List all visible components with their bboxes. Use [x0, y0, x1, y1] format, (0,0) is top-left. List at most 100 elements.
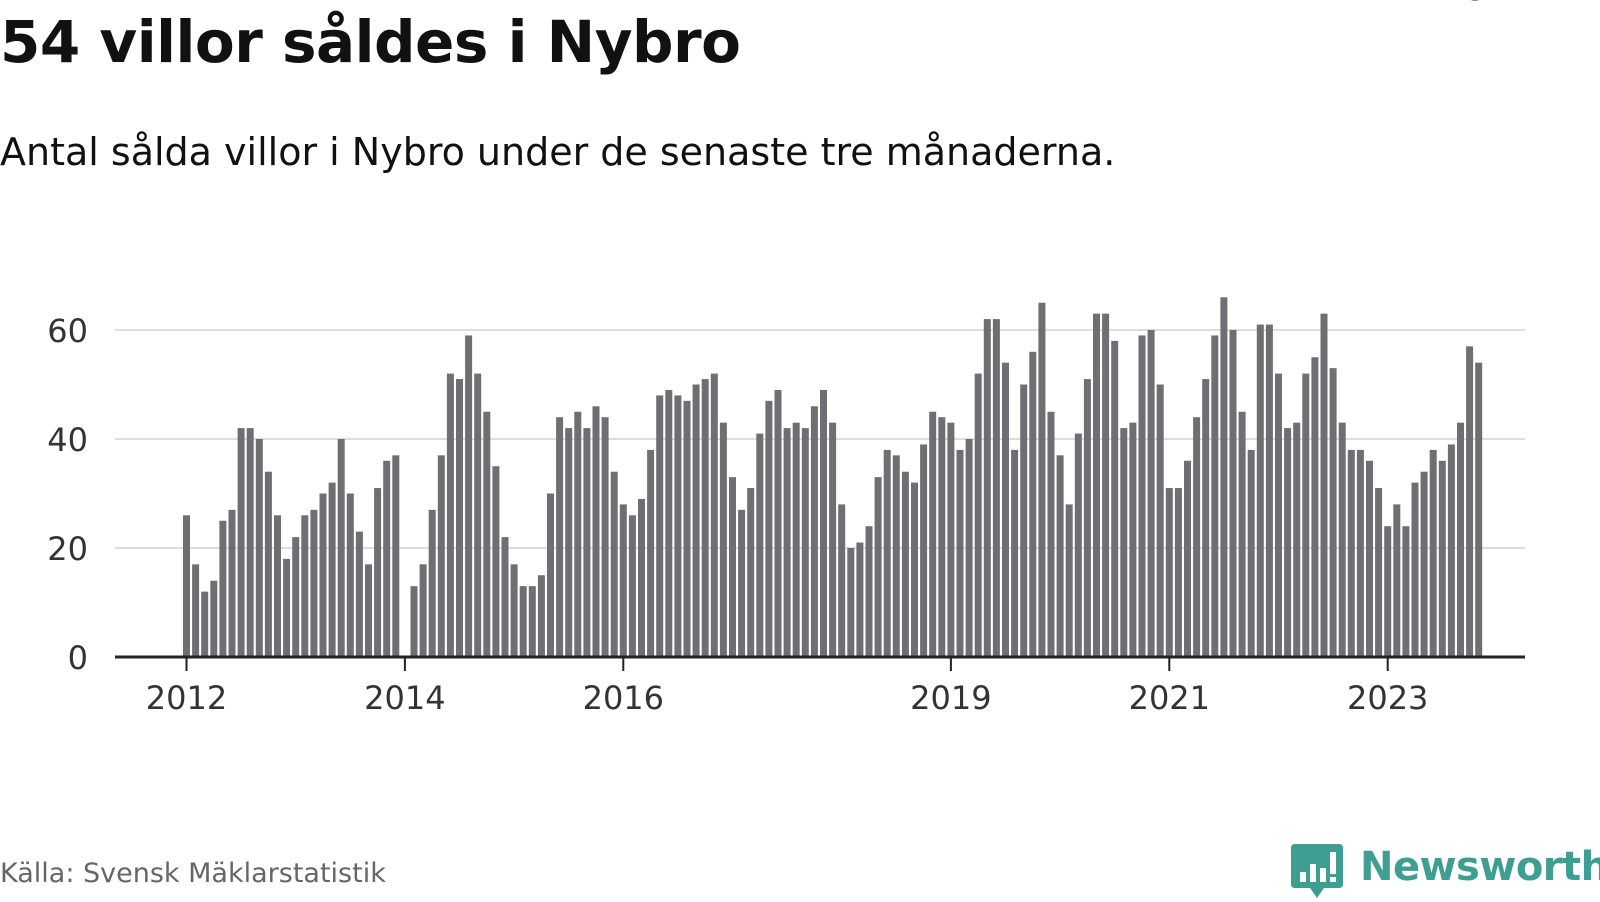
bar — [1184, 460, 1191, 657]
bar — [1065, 504, 1073, 657]
bar — [1020, 384, 1028, 657]
bar — [565, 428, 573, 657]
bar — [592, 406, 600, 657]
bar — [283, 558, 291, 657]
bar — [765, 400, 773, 657]
y-tick-label: 40 — [47, 421, 88, 459]
x-tick-label: 2012 — [146, 679, 227, 717]
newsworthy-bar-chart-icon — [1291, 844, 1343, 898]
bar — [874, 477, 882, 657]
bar — [983, 319, 991, 657]
chart-title: 54 villor såldes i Nybro — [0, 8, 741, 76]
axes: 0 20 40 60 2012 2014 2016 2019 2021 2023 — [47, 312, 1525, 717]
bar — [619, 504, 627, 657]
bar — [783, 428, 791, 657]
bar — [992, 319, 1000, 657]
bar — [738, 509, 746, 657]
bar — [1466, 346, 1474, 657]
bar — [337, 439, 345, 657]
bar — [683, 400, 691, 657]
bar — [965, 439, 973, 657]
bar — [792, 422, 800, 657]
brand-name: Newsworthy — [1360, 844, 1600, 890]
bar — [774, 389, 782, 657]
bar — [947, 422, 955, 657]
bar — [465, 335, 473, 657]
bar — [1165, 488, 1173, 657]
bar — [365, 564, 372, 657]
bar — [1111, 340, 1119, 657]
bar — [938, 417, 946, 657]
bar — [719, 422, 727, 657]
bar — [310, 509, 318, 657]
bars — [183, 297, 1483, 657]
bar — [820, 389, 827, 657]
bar — [374, 488, 382, 657]
bar — [920, 444, 928, 657]
bar — [856, 542, 864, 657]
bar — [1402, 526, 1410, 657]
bar — [1411, 482, 1419, 657]
bar — [674, 395, 682, 657]
bar — [274, 515, 281, 657]
y-tick-label: 60 — [47, 312, 88, 350]
bar — [1156, 384, 1164, 657]
bar — [1265, 324, 1273, 657]
bar — [665, 389, 673, 657]
bar — [537, 575, 545, 657]
bar — [1311, 357, 1319, 657]
bar — [346, 493, 354, 657]
bar — [810, 406, 818, 657]
bar — [638, 498, 645, 657]
bar — [1238, 411, 1246, 657]
bar — [1129, 422, 1137, 657]
bar — [1256, 324, 1264, 657]
bar — [328, 482, 336, 657]
bar — [1302, 373, 1310, 657]
bar — [1120, 428, 1128, 657]
bar — [1347, 449, 1355, 657]
y-tick-label: 0 — [68, 639, 88, 677]
bar — [911, 482, 918, 657]
bar — [1329, 368, 1337, 657]
bar — [838, 504, 846, 657]
bar — [974, 373, 982, 657]
chart-subtitle: Antal sålda villor i Nybro under de sena… — [0, 130, 1116, 174]
bar — [219, 520, 227, 657]
bar-chart: 0 20 40 60 2012 2014 2016 2019 2021 2023 54 — [47, 0, 1525, 717]
bar — [528, 586, 536, 657]
bar — [210, 580, 218, 657]
bar — [1438, 460, 1446, 657]
bar — [519, 586, 527, 657]
bar — [1420, 471, 1428, 657]
bar — [610, 471, 618, 657]
bar — [701, 379, 709, 657]
bar — [1293, 422, 1301, 657]
bar — [1002, 362, 1009, 657]
bar — [601, 417, 609, 657]
x-tick-label: 2014 — [364, 679, 445, 717]
bar — [1083, 379, 1091, 657]
bar — [1475, 362, 1483, 657]
bar — [437, 455, 445, 657]
bar — [747, 488, 755, 657]
bar — [628, 515, 636, 657]
bar — [1457, 422, 1464, 657]
bar — [1247, 449, 1255, 657]
bar — [847, 548, 855, 657]
bar — [201, 591, 209, 657]
bar — [556, 417, 564, 657]
bar — [1202, 379, 1210, 657]
bar — [956, 449, 964, 657]
bar — [1447, 444, 1455, 657]
bar — [1211, 335, 1219, 657]
bar — [1193, 417, 1201, 657]
bar — [292, 537, 300, 657]
bar — [1056, 455, 1064, 657]
data-label: 54 — [1466, 0, 1509, 9]
y-tick-label: 20 — [47, 530, 88, 568]
bar — [1174, 488, 1182, 657]
bar — [756, 433, 764, 657]
bar — [1093, 313, 1100, 657]
bar — [183, 515, 190, 657]
